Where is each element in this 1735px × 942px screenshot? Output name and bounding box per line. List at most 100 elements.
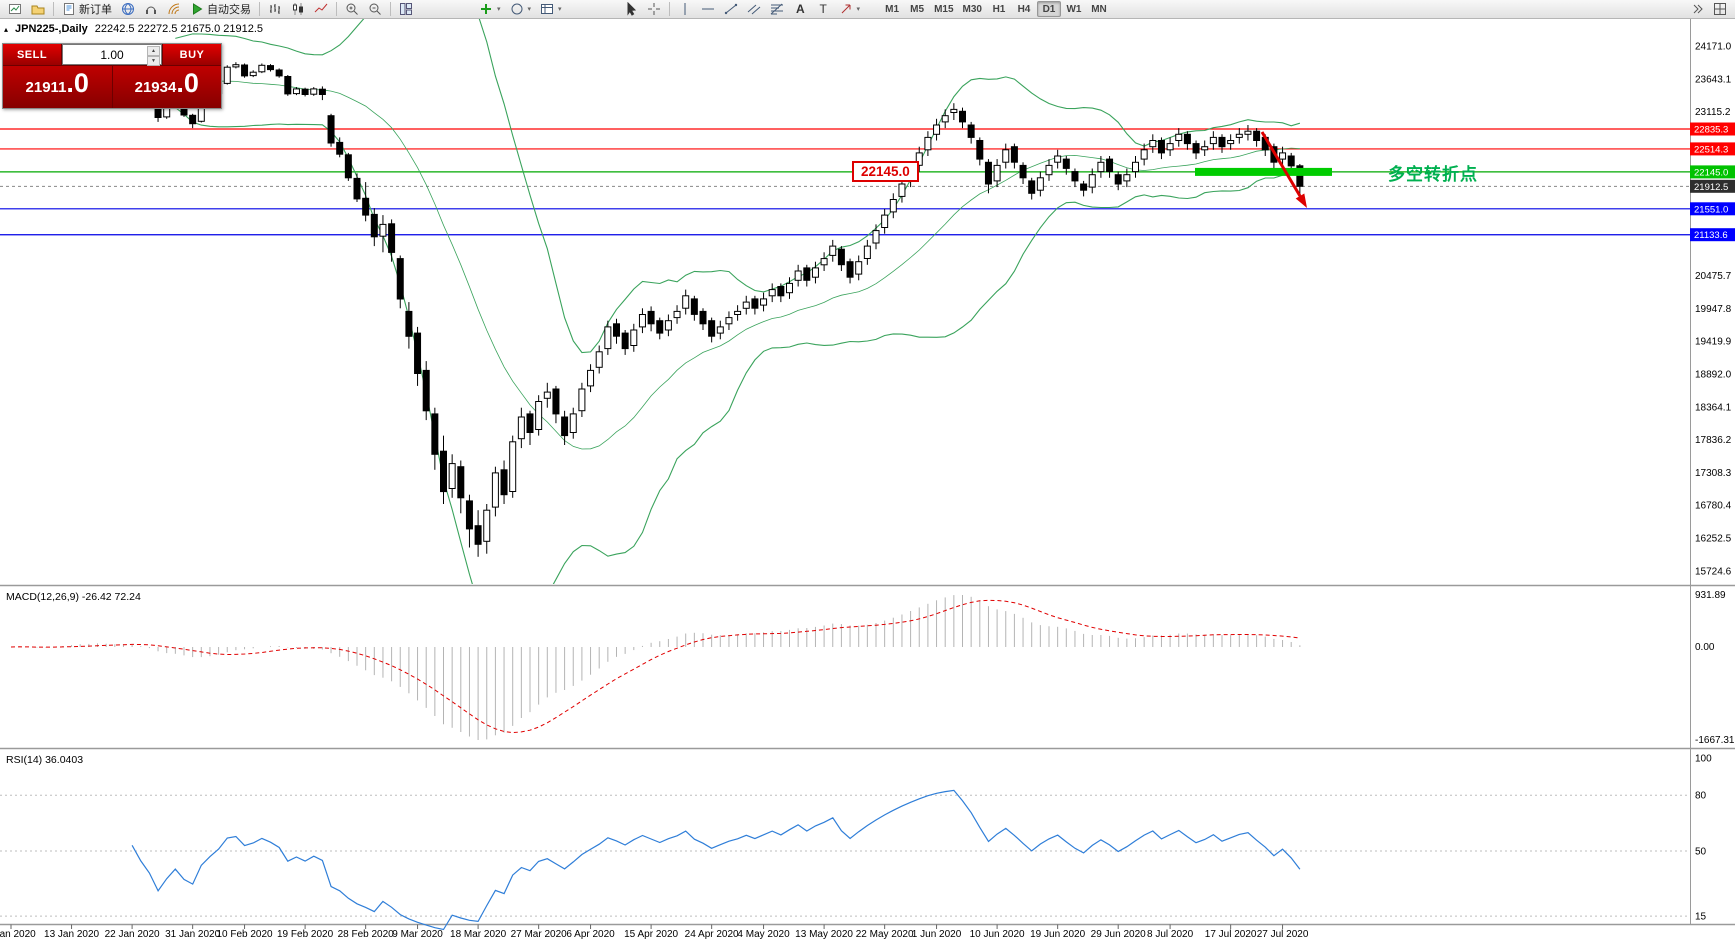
candle xyxy=(526,410,534,445)
price-tag-21551.0: 21551.0 xyxy=(1690,202,1735,216)
trendline-button[interactable] xyxy=(720,1,742,17)
window-grid-button[interactable] xyxy=(1709,1,1731,17)
date-axis-label: 24 Apr 2020 xyxy=(685,929,739,940)
crosshair-icon xyxy=(647,2,661,16)
text-button[interactable]: A xyxy=(789,1,811,17)
sell-button[interactable]: SELL xyxy=(3,44,61,65)
candle xyxy=(1062,156,1070,175)
candle xyxy=(1235,128,1243,144)
line-icon xyxy=(314,2,328,16)
date-axis-label: 13 May 2020 xyxy=(795,929,853,940)
tf-w1-button[interactable]: W1 xyxy=(1062,1,1086,17)
tf-m30-button[interactable]: M30 xyxy=(959,1,986,17)
date-axis-label: 13 Jan 2020 xyxy=(44,929,99,940)
vertical-line-button[interactable] xyxy=(674,1,696,17)
candle xyxy=(509,435,517,498)
lot-size-field[interactable]: 1.00 ▲ ▼ xyxy=(62,44,162,66)
mql-community-button[interactable] xyxy=(117,1,139,17)
date-axis-label: 19 Feb 2020 xyxy=(277,929,334,940)
fibonacci-button[interactable] xyxy=(766,1,788,17)
tf-h1-button[interactable]: H1 xyxy=(987,1,1011,17)
buy-button[interactable]: BUY xyxy=(163,44,221,65)
support-zone-bar[interactable] xyxy=(1195,167,1332,176)
tf-h4-button[interactable]: H4 xyxy=(1012,1,1036,17)
candle xyxy=(1123,168,1131,188)
lot-decrease-button[interactable]: ▼ xyxy=(147,56,160,66)
date-axis-label: 18 Mar 2020 xyxy=(450,929,507,940)
price-axis-label: 24171.0 xyxy=(1695,42,1732,53)
candle-chart-mode-button[interactable] xyxy=(287,1,309,17)
date-axis-label: 29 Jun 2020 xyxy=(1091,929,1146,940)
candle xyxy=(941,109,949,129)
tf-m15-button[interactable]: M15 xyxy=(930,1,957,17)
label-icon: T xyxy=(816,2,830,16)
candle xyxy=(1166,137,1174,156)
crosshair-button[interactable] xyxy=(643,1,665,17)
candle xyxy=(1010,143,1018,169)
templates-button[interactable]: ▾ xyxy=(536,1,566,17)
candle xyxy=(1114,171,1122,191)
candle xyxy=(561,410,569,445)
price-axis-label: 16252.5 xyxy=(1695,534,1732,545)
candle xyxy=(535,395,543,436)
objects-button[interactable]: ▾ xyxy=(506,1,536,17)
tf-d1-button[interactable]: D1 xyxy=(1036,1,1061,17)
cursor-button[interactable] xyxy=(620,1,642,17)
price-level-annotation[interactable]: 22145.0 xyxy=(852,161,919,182)
dock-panels-button[interactable] xyxy=(1686,1,1708,17)
line-chart-mode-button[interactable] xyxy=(310,1,332,17)
support-button[interactable] xyxy=(140,1,162,17)
zoom-out-button[interactable] xyxy=(364,1,386,17)
tf-mn-label: MN xyxy=(1091,3,1107,15)
down-arrow-annotation[interactable] xyxy=(1260,131,1307,208)
zoom-in-button[interactable] xyxy=(341,1,363,17)
cursor-icon xyxy=(624,2,638,16)
tf-mn-button[interactable]: MN xyxy=(1087,1,1111,17)
bar-chart-mode-button[interactable] xyxy=(264,1,286,17)
rsi-axis-label: 50 xyxy=(1695,847,1707,858)
candle xyxy=(734,305,742,321)
tf-m1-button[interactable]: M1 xyxy=(880,1,904,17)
candle xyxy=(993,159,1001,188)
signals-button[interactable] xyxy=(163,1,185,17)
text-icon: A xyxy=(793,2,807,16)
tile-windows-button[interactable] xyxy=(395,1,417,17)
horizontal-line-button[interactable] xyxy=(697,1,719,17)
indicators-button[interactable]: ▾ xyxy=(475,1,505,17)
arrows-button[interactable]: ▾ xyxy=(835,1,865,17)
chevrons-icon xyxy=(1690,2,1704,16)
candle xyxy=(1071,168,1079,188)
candle xyxy=(353,173,361,202)
collapse-triangle-icon[interactable]: ▴ xyxy=(4,24,9,34)
candle xyxy=(1054,149,1062,169)
date-axis-label: 15 Apr 2020 xyxy=(624,929,678,940)
candle xyxy=(578,382,586,417)
price-axis-label: 15724.6 xyxy=(1695,566,1732,577)
equidistant-channel-button[interactable] xyxy=(743,1,765,17)
sell-price-main: 21911 xyxy=(25,79,67,96)
candle xyxy=(517,407,525,449)
lot-increase-button[interactable]: ▲ xyxy=(147,46,160,56)
candle xyxy=(1088,168,1096,194)
candle xyxy=(846,258,854,284)
new-chart-button[interactable] xyxy=(4,1,26,17)
sell-price[interactable]: 21911 .0 xyxy=(3,66,112,108)
candle xyxy=(336,137,344,158)
auto-trading-button[interactable]: 自动交易 xyxy=(186,1,255,17)
price-axis-label: 18364.1 xyxy=(1695,402,1732,413)
new-order-button[interactable]: 新订单 xyxy=(58,1,116,17)
candle xyxy=(933,118,941,141)
template-icon xyxy=(540,2,554,16)
profiles-button[interactable] xyxy=(27,1,49,17)
candle xyxy=(1080,180,1088,197)
headset-icon xyxy=(144,2,158,16)
text-label-button[interactable]: T xyxy=(812,1,834,17)
candle xyxy=(889,193,897,219)
turning-point-note[interactable]: 多空转折点 xyxy=(1388,165,1478,184)
buy-price[interactable]: 21934 .0 xyxy=(112,66,221,108)
chevron-down-icon: ▾ xyxy=(856,6,861,13)
candle xyxy=(595,345,603,374)
candle xyxy=(1149,134,1157,153)
tf-m5-button[interactable]: M5 xyxy=(905,1,929,17)
